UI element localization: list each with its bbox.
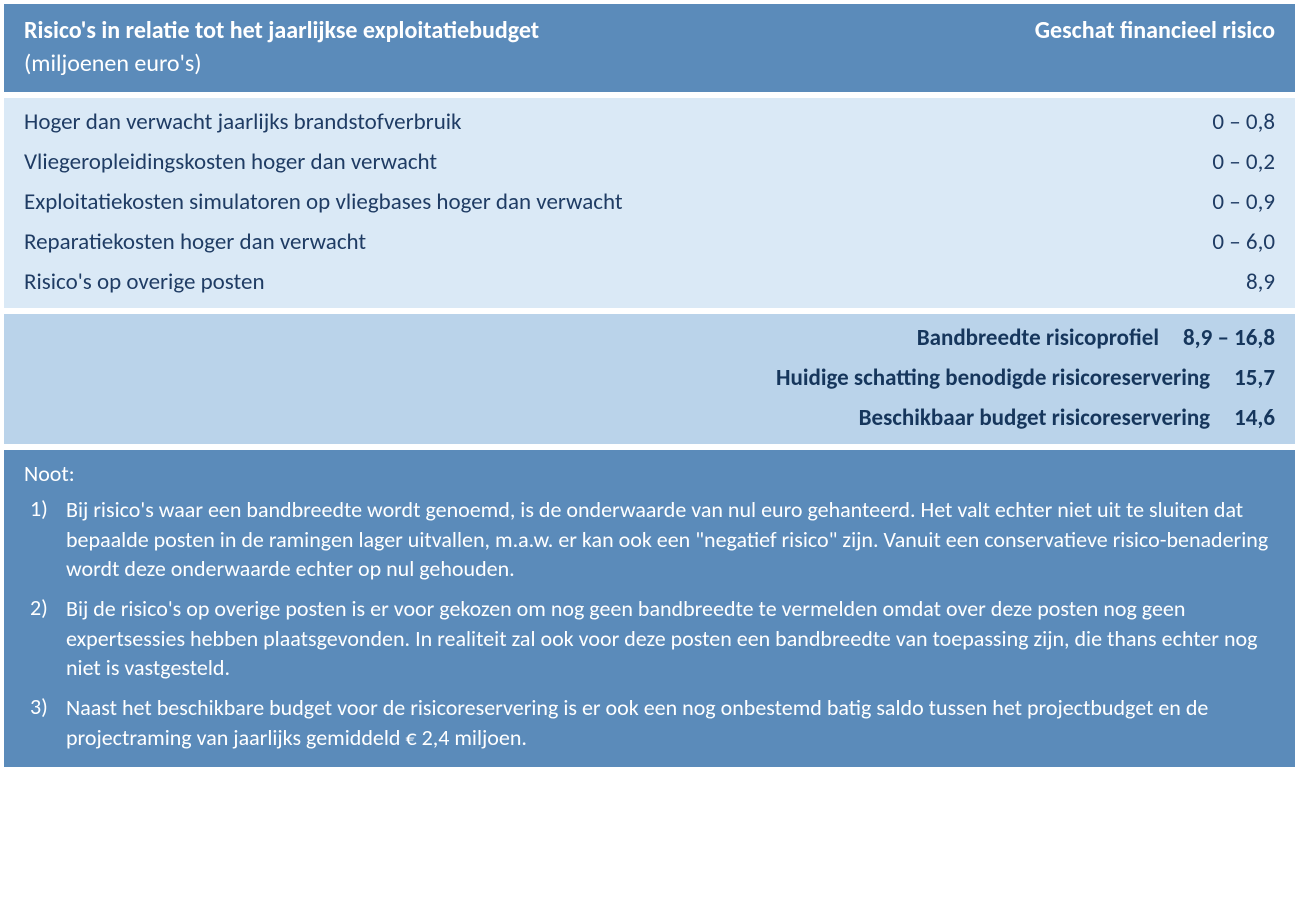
footnote-number: 1) [24, 495, 58, 522]
risk-label: Reparatiekosten hoger dan verwacht [24, 228, 1188, 256]
footnotes: Noot: 1) Bij risico's waar een bandbreed… [4, 450, 1295, 767]
risk-value: 8,9 [1222, 268, 1275, 296]
header-left: Risico's in relatie tot het jaarlijkse e… [24, 16, 539, 78]
table-row: Exploitatiekosten simulatoren op vliegba… [24, 188, 1275, 216]
table-row: Risico's op overige posten 8,9 [24, 268, 1275, 296]
table-header: Risico's in relatie tot het jaarlijkse e… [4, 4, 1295, 92]
risk-label: Vliegeropleidingskosten hoger dan verwac… [24, 148, 1188, 176]
summary-label: Beschikbaar budget risicoreservering [24, 404, 1210, 432]
header-title: Risico's in relatie tot het jaarlijkse e… [24, 16, 539, 45]
header-subtitle: (miljoenen euro's) [24, 49, 539, 78]
list-item: 3) Naast het beschikbare budget voor de … [24, 693, 1275, 752]
footnote-text: Bij risico's waar een bandbreedte wordt … [66, 495, 1275, 584]
footnote-number: 3) [24, 693, 58, 720]
header-right: Geschat financieel risico [1035, 16, 1275, 45]
risk-table: Risico's in relatie tot het jaarlijkse e… [4, 4, 1295, 767]
footnote-number: 2) [24, 594, 58, 621]
summary-label: Bandbreedte risicoprofiel [24, 324, 1159, 352]
summary-value: 15,7 [1210, 364, 1275, 392]
table-row: Vliegeropleidingskosten hoger dan verwac… [24, 148, 1275, 176]
risk-value: 0 – 0,2 [1188, 148, 1275, 176]
footnote-list: 1) Bij risico's waar een bandbreedte wor… [24, 495, 1275, 753]
risk-value: 0 – 0,9 [1188, 188, 1275, 216]
risk-rows: Hoger dan verwacht jaarlijks brandstofve… [4, 98, 1295, 308]
footnote-title: Noot: [24, 460, 1275, 487]
table-row: Beschikbaar budget risicoreservering 14,… [24, 404, 1275, 432]
risk-value: 0 – 0,8 [1188, 108, 1275, 136]
footnote-text: Bij de risico's op overige posten is er … [66, 594, 1275, 683]
summary-value: 8,9 – 16,8 [1159, 324, 1275, 352]
summary-label: Huidige schatting benodigde risicoreserv… [24, 364, 1210, 392]
risk-label: Exploitatiekosten simulatoren op vliegba… [24, 188, 1188, 216]
list-item: 1) Bij risico's waar een bandbreedte wor… [24, 495, 1275, 584]
table-row: Hoger dan verwacht jaarlijks brandstofve… [24, 108, 1275, 136]
list-item: 2) Bij de risico's op overige posten is … [24, 594, 1275, 683]
summary-rows: Bandbreedte risicoprofiel 8,9 – 16,8 Hui… [4, 314, 1295, 444]
footnote-text: Naast het beschikbare budget voor de ris… [66, 693, 1275, 752]
summary-value: 14,6 [1210, 404, 1275, 432]
table-row: Reparatiekosten hoger dan verwacht 0 – 6… [24, 228, 1275, 256]
table-row: Huidige schatting benodigde risicoreserv… [24, 364, 1275, 392]
risk-value: 0 – 6,0 [1188, 228, 1275, 256]
risk-label: Risico's op overige posten [24, 268, 1222, 296]
table-row: Bandbreedte risicoprofiel 8,9 – 16,8 [24, 324, 1275, 352]
risk-label: Hoger dan verwacht jaarlijks brandstofve… [24, 108, 1188, 136]
